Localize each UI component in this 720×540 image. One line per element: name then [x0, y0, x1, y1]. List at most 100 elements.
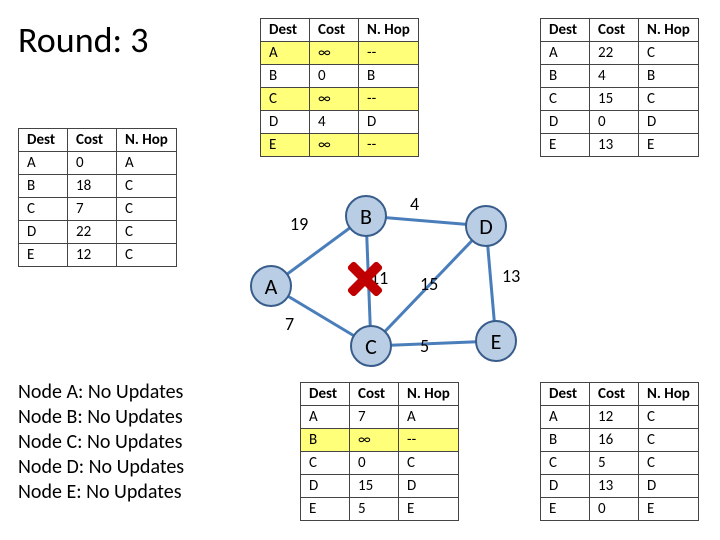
- table-cell: E: [261, 134, 310, 157]
- table-cell: E: [301, 498, 350, 521]
- table-cell: 12: [68, 244, 117, 267]
- table-cell: E: [639, 498, 699, 521]
- table-cell: --: [359, 88, 419, 111]
- table-cell: 13: [590, 475, 639, 498]
- table-cell: C: [261, 88, 310, 111]
- table-cell: A: [399, 406, 459, 429]
- update-line: Node D: No Updates: [18, 455, 184, 480]
- table-cell: 7: [68, 198, 117, 221]
- table-cell: 5: [350, 498, 399, 521]
- table-cell: B: [541, 429, 590, 452]
- table-cell: C: [639, 42, 699, 65]
- table-cell: D: [301, 475, 350, 498]
- table-cell: ∞: [310, 42, 359, 65]
- table-cell: 22: [68, 221, 117, 244]
- table-cell: C: [117, 244, 177, 267]
- edge-weight: 7: [285, 313, 294, 335]
- table-cell: 5: [590, 452, 639, 475]
- table-cell: A: [19, 152, 68, 175]
- table-cell: D: [359, 111, 419, 134]
- graph-node-B: B: [345, 195, 387, 237]
- col-header: Cost: [590, 383, 639, 406]
- routing-table-A: DestCostN. HopA0AB18CC7CD22CE12C: [18, 128, 177, 267]
- table-cell: B: [639, 65, 699, 88]
- table-cell: E: [541, 498, 590, 521]
- table-cell: A: [117, 152, 177, 175]
- table-cell: A: [541, 406, 590, 429]
- table-cell: B: [541, 65, 590, 88]
- table-cell: D: [541, 111, 590, 134]
- table-cell: 12: [590, 406, 639, 429]
- table-cell: 7: [350, 406, 399, 429]
- table-cell: A: [301, 406, 350, 429]
- table-cell: C: [301, 452, 350, 475]
- edge-weight: 19: [290, 213, 308, 235]
- table-cell: C: [117, 221, 177, 244]
- table-cell: 4: [310, 111, 359, 134]
- table-cell: D: [19, 221, 68, 244]
- table-cell: C: [399, 452, 459, 475]
- update-status: Node A: No UpdatesNode B: No UpdatesNode…: [18, 380, 184, 505]
- table-cell: D: [639, 475, 699, 498]
- table-cell: B: [359, 65, 419, 88]
- table-cell: --: [359, 134, 419, 157]
- table-cell: C: [541, 452, 590, 475]
- table-cell: E: [639, 134, 699, 157]
- table-cell: A: [261, 42, 310, 65]
- table-cell: 13: [590, 134, 639, 157]
- cut-edge-icon: [346, 260, 384, 298]
- col-header: N. Hop: [639, 19, 699, 42]
- table-cell: B: [19, 175, 68, 198]
- col-header: Dest: [301, 383, 350, 406]
- round-title: Round: 3: [18, 18, 149, 62]
- edge-weight: 5: [420, 335, 429, 357]
- table-cell: C: [541, 88, 590, 111]
- graph-node-D: D: [465, 205, 507, 247]
- table-cell: E: [19, 244, 68, 267]
- col-header: N. Hop: [359, 19, 419, 42]
- table-cell: ∞: [350, 429, 399, 452]
- col-header: Cost: [350, 383, 399, 406]
- table-cell: 0: [68, 152, 117, 175]
- table-cell: B: [301, 429, 350, 452]
- col-header: Cost: [590, 19, 639, 42]
- table-cell: D: [639, 111, 699, 134]
- table-cell: C: [639, 88, 699, 111]
- table-cell: C: [19, 198, 68, 221]
- col-header: N. Hop: [399, 383, 459, 406]
- routing-table-C: DestCostN. HopA7AB∞--C0CD15DE5E: [300, 382, 459, 521]
- table-cell: D: [541, 475, 590, 498]
- table-cell: C: [639, 429, 699, 452]
- edge-weight: 4: [410, 193, 419, 215]
- table-cell: D: [261, 111, 310, 134]
- table-cell: ∞: [310, 88, 359, 111]
- col-header: Dest: [541, 19, 590, 42]
- table-cell: ∞: [310, 134, 359, 157]
- table-cell: 0: [590, 498, 639, 521]
- table-cell: C: [117, 198, 177, 221]
- update-line: Node B: No Updates: [18, 405, 184, 430]
- table-cell: --: [399, 429, 459, 452]
- table-cell: B: [261, 65, 310, 88]
- table-cell: 4: [590, 65, 639, 88]
- col-header: Cost: [68, 129, 117, 152]
- col-header: Dest: [261, 19, 310, 42]
- table-cell: A: [541, 42, 590, 65]
- routing-table-B: DestCostN. HopA∞--B0BC∞--D4DE∞--: [260, 18, 419, 157]
- table-cell: C: [639, 406, 699, 429]
- col-header: Dest: [19, 129, 68, 152]
- table-cell: D: [399, 475, 459, 498]
- table-cell: 0: [590, 111, 639, 134]
- table-cell: E: [399, 498, 459, 521]
- update-line: Node E: No Updates: [18, 480, 184, 505]
- table-cell: C: [117, 175, 177, 198]
- graph-node-E: E: [475, 320, 517, 362]
- routing-table-E: DestCostN. HopA12CB16CC5CD13DE0E: [540, 382, 699, 521]
- table-cell: 15: [350, 475, 399, 498]
- routing-table-D: DestCostN. HopA22CB4BC15CD0DE13E: [540, 18, 699, 157]
- col-header: Dest: [541, 383, 590, 406]
- table-cell: --: [359, 42, 419, 65]
- graph-node-A: A: [250, 265, 292, 307]
- network-graph: ABCDE 19711415513: [250, 195, 540, 375]
- table-cell: C: [639, 452, 699, 475]
